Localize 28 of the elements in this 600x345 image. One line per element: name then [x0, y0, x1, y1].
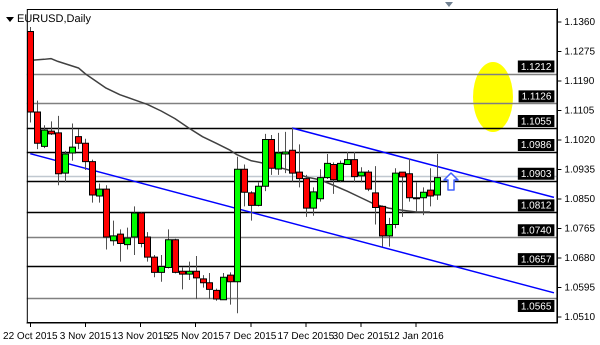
y-tick-label: 1.1105 — [564, 105, 595, 116]
ref-line-label: 1.0740 — [520, 226, 552, 237]
y-tick-label: 1.1275 — [564, 46, 596, 58]
ref-line-label: 1.0657 — [520, 254, 552, 266]
ref-line-label: 1.1212 — [520, 62, 552, 73]
ref-line-label: 1.0565 — [520, 301, 552, 312]
y-tick-label: 1.1360 — [564, 16, 596, 28]
y-tick-label: 1.0595 — [564, 282, 596, 294]
y-tick-label: 1.0765 — [564, 223, 596, 234]
x-tick-label: 30 Dec 2015 — [332, 330, 390, 342]
y-tick-label: 1.0850 — [564, 194, 596, 205]
x-tick-label: 7 Dec 2015 — [225, 330, 277, 342]
ref-line-label: 1.0986 — [520, 140, 552, 152]
x-tick-label: 25 Nov 2015 — [167, 330, 224, 342]
y-tick-label: 1.0510 — [564, 312, 596, 323]
ref-line-label: 1.0903 — [520, 168, 552, 180]
y-tick-label: 1.1020 — [564, 134, 596, 146]
ref-line-label: 1.1126 — [522, 92, 552, 103]
ref-line-label: 1.1055 — [520, 116, 552, 128]
x-tick-label: 3 Nov 2015 — [60, 330, 112, 342]
x-tick-label: 12 Jan 2016 — [388, 330, 444, 342]
ref-line-label: 1.0812 — [520, 200, 552, 212]
x-tick-label: 13 Nov 2015 — [112, 330, 170, 342]
y-tick-label: 1.1190 — [564, 76, 595, 87]
y-tick-label: 1.0935 — [564, 164, 596, 176]
y-tick-label: 1.0680 — [564, 252, 596, 264]
x-tick-label: 22 Oct 2015 — [3, 330, 58, 342]
x-tick-label: 17 Dec 2015 — [278, 330, 335, 342]
